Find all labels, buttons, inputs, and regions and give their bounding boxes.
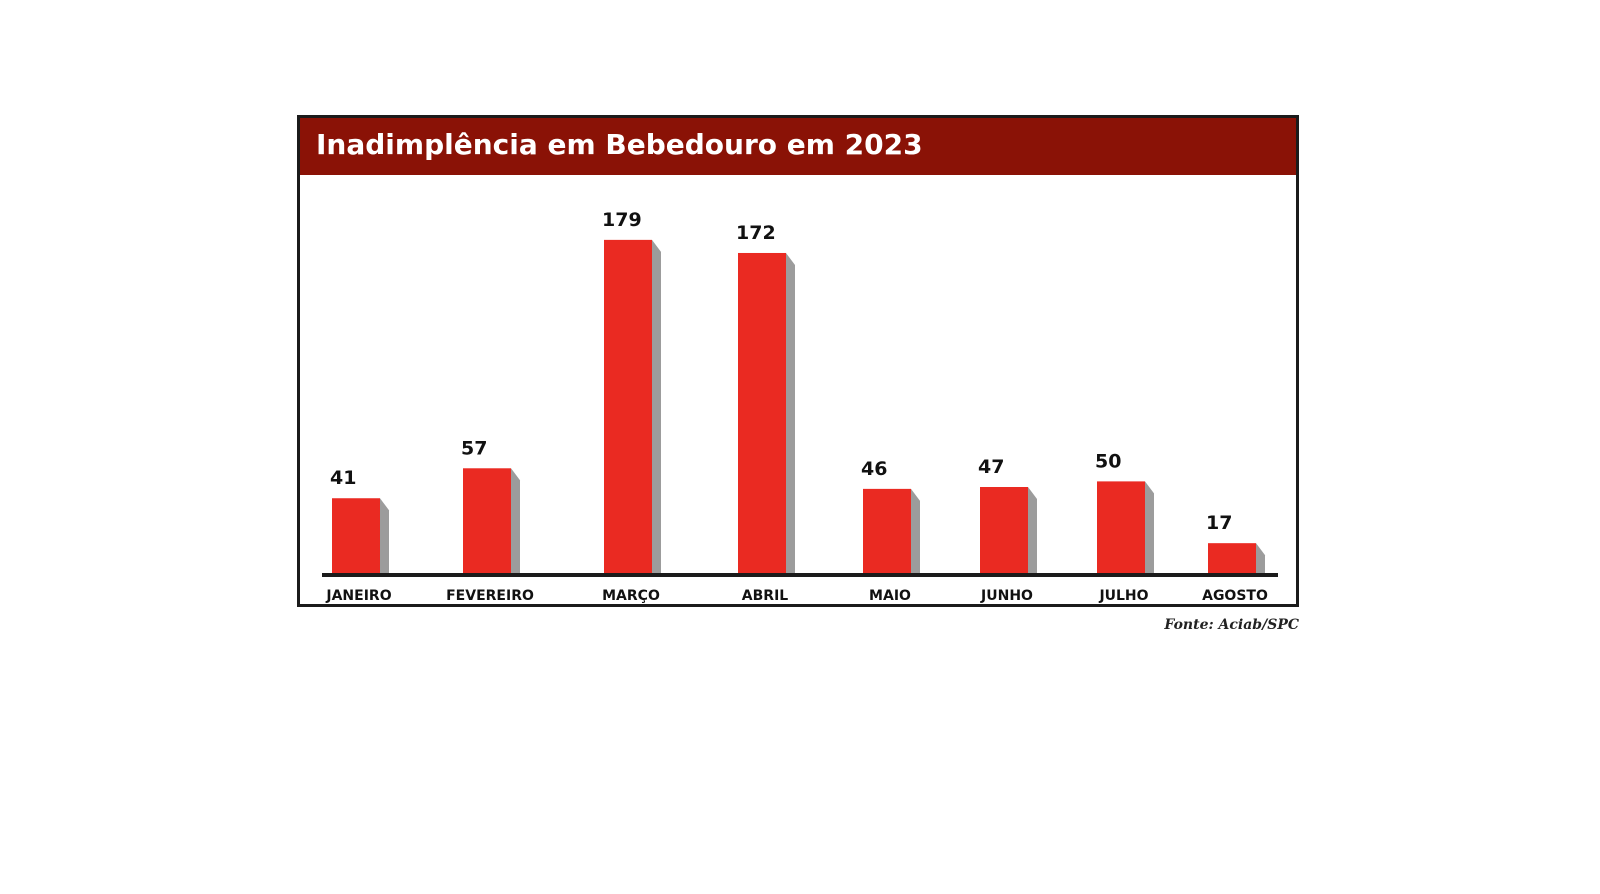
value-label: 179 <box>602 209 642 231</box>
bar-shadow <box>911 488 920 575</box>
bar-janeiro <box>332 498 380 575</box>
category-label: JULHO <box>1098 588 1148 604</box>
chart-title: Inadimplência em Bebedouro em 2023 <box>316 128 923 161</box>
category-label: MAIO <box>869 588 911 604</box>
bar-shadow <box>652 239 661 575</box>
bar-fevereiro <box>463 468 511 575</box>
bar-shadow <box>1145 481 1154 575</box>
value-label: 47 <box>978 456 1004 478</box>
chart-frame: Inadimplência em Bebedouro em 2023 41 JAN… <box>297 115 1299 607</box>
category-label: FEVEREIRO <box>446 588 534 604</box>
bar-abril <box>738 252 786 575</box>
title-bar: Inadimplência em Bebedouro em 2023 <box>300 118 1296 175</box>
bar-shadow <box>1256 543 1265 575</box>
bar-julho <box>1097 481 1145 575</box>
bar-shadow <box>786 252 795 575</box>
bar-shadow <box>1028 487 1037 575</box>
bar-junho <box>980 487 1028 575</box>
category-label: MARÇO <box>602 588 660 604</box>
value-label: 46 <box>861 458 887 480</box>
value-label: 172 <box>736 222 776 244</box>
category-label: JANEIRO <box>325 588 391 604</box>
bar-maio <box>863 488 911 575</box>
bar-março <box>604 239 652 575</box>
value-label: 57 <box>461 437 487 459</box>
bar-shadow <box>380 498 389 575</box>
source-note: Fonte: Aciab/SPC <box>1164 617 1299 633</box>
value-label: 41 <box>330 467 356 489</box>
category-label: AGOSTO <box>1202 588 1268 604</box>
category-label: JUNHO <box>980 588 1033 604</box>
value-label: 17 <box>1206 512 1232 534</box>
category-label: ABRIL <box>742 588 788 604</box>
value-label: 50 <box>1095 450 1121 472</box>
bar-shadow <box>511 468 520 575</box>
bar-agosto <box>1208 543 1256 575</box>
bar-chart: 41 JANEIRO 57 FEVEREIRO 179 MARÇO 172 ABRIL 46 MA… <box>322 209 1278 604</box>
